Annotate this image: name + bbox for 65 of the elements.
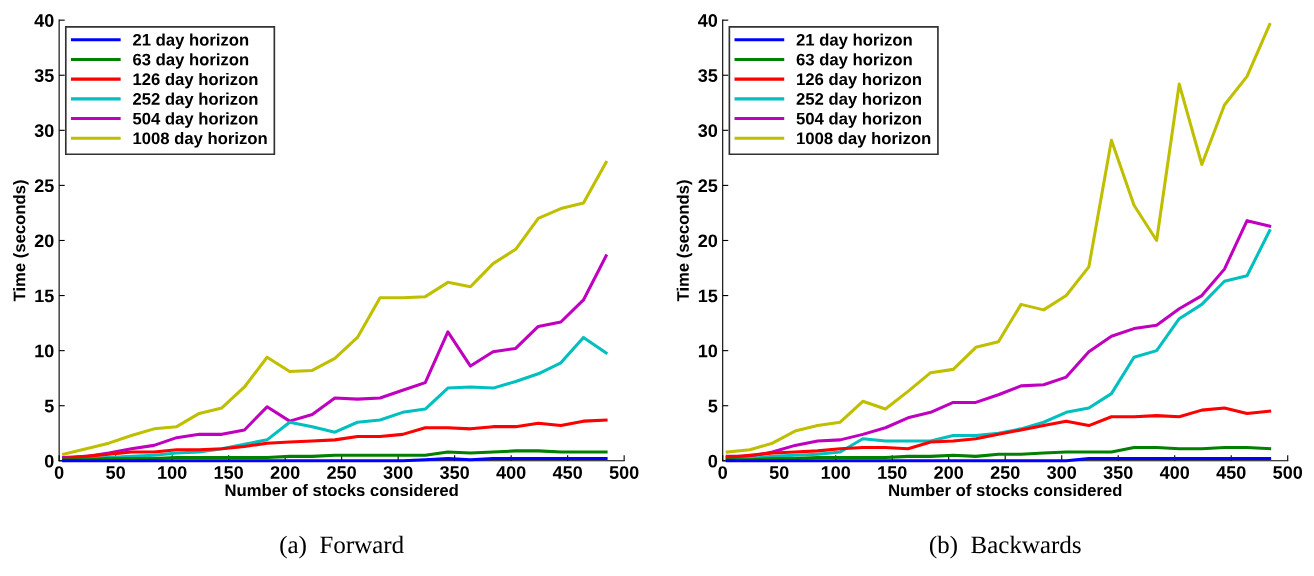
x-tick-label: 250 [327,466,356,479]
x-tick-label: 400 [496,466,526,479]
x-tick-label: 450 [1216,466,1246,479]
line-series [725,23,1272,454]
y-tick-label: 10 [35,344,54,358]
line-series [725,406,1272,460]
x-axis-title: Number of stocks considered [889,483,1122,497]
x-tick-label: 0 [54,466,64,479]
legend-label: 21 day horizon [796,33,912,50]
x-axis-title: Number of stocks considered [225,483,458,497]
x-tick-label: 500 [609,466,639,479]
x-tick-label: 100 [821,466,851,479]
line-series [62,254,608,460]
x-tick-label: 300 [1047,466,1077,479]
y-tick-label: 15 [698,289,718,303]
x-tick-label: 100 [158,466,187,479]
y-axis-title: Time (seconds) [676,180,693,302]
y-tick-label: 25 [698,179,718,193]
y-tick-label: 20 [698,234,718,248]
legend-label: 252 day horizon [796,92,921,109]
line-series [62,449,608,462]
x-tick-label: 50 [106,466,125,479]
legend-label: 504 day horizon [132,112,258,128]
x-tick-label: 450 [552,466,582,479]
legend-label: 1008 day horizon [133,132,267,148]
y-tick-label: 20 [34,234,54,248]
x-tick-label: 150 [878,466,907,479]
y-tick-label: 35 [698,69,718,82]
x-tick-label: 0 [718,466,727,479]
y-tick-label: 5 [708,399,718,413]
y-tick-label: 30 [698,124,718,138]
legend-label: 126 day horizon [133,72,258,89]
x-tick-label: 500 [1273,466,1303,479]
legend-label: 21 day horizon [133,33,249,50]
legend-label: 1008 day horizon [797,132,931,148]
x-tick-label: 400 [1159,466,1190,479]
legend-label: 63 day horizon [796,53,912,69]
x-tick-label: 250 [990,466,1020,479]
x-tick-label: 300 [383,466,413,479]
x-tick-label: 150 [214,466,243,479]
x-tick-label: 200 [270,466,300,479]
text: (b) Backwards [929,535,1081,559]
legend-label: 252 day horizon [133,92,258,109]
line-series [725,446,1272,462]
x-tick-label: 50 [769,466,789,479]
x-tick-label: 350 [1103,466,1133,479]
y-tick-label: 10 [698,344,718,358]
line-series [62,418,608,461]
y-tick-label: 0 [708,454,718,468]
legend-label: 504 day horizon [796,112,921,128]
y-tick-label: 30 [34,124,54,138]
legend-label: 126 day horizon [797,72,921,89]
y-tick-label: 0 [44,454,54,468]
x-tick-label: 200 [934,466,964,479]
y-tick-label: 5 [44,399,54,413]
y-tick-label: 40 [34,14,54,27]
y-tick-label: 35 [34,69,54,82]
y-tick-label: 40 [698,14,718,27]
y-axis-title: Time (seconds) [13,180,29,302]
legend-label: 63 day horizon [133,53,249,69]
y-tick-label: 25 [34,179,54,193]
y-tick-label: 15 [35,289,54,303]
text: (a) Forward [280,535,404,559]
x-tick-label: 350 [440,466,469,479]
line-series [62,160,608,456]
